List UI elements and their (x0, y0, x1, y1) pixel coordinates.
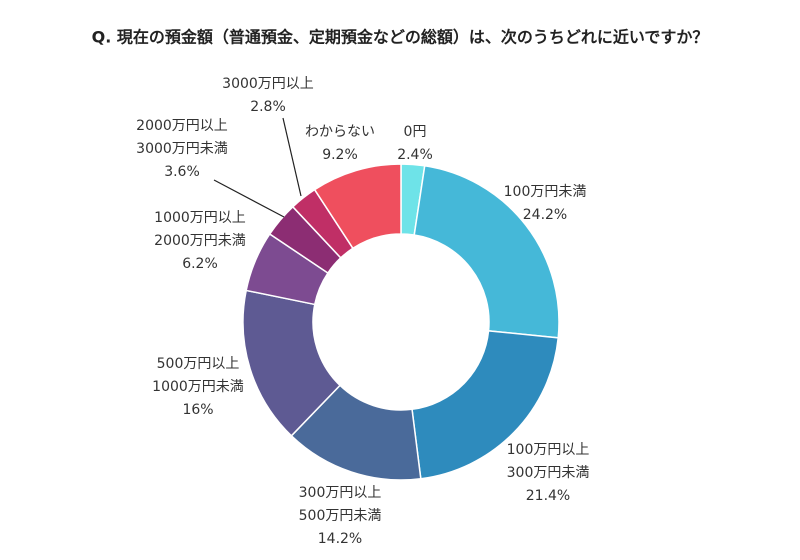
category-label: 100万円以上 (507, 442, 590, 458)
donut-slice (413, 164, 560, 339)
donut (242, 163, 560, 481)
value-label: 3.6% (164, 164, 200, 180)
value-label: 9.2% (322, 147, 358, 163)
category-label: 300万円未満 (507, 465, 590, 481)
category-label: 3000万円未満 (136, 141, 228, 157)
category-label: 1000万円未満 (152, 379, 244, 395)
value-label: 16% (182, 402, 213, 418)
category-label: 0円 (404, 124, 427, 140)
value-label: 24.2% (523, 207, 567, 223)
category-label: 300万円以上 (299, 485, 382, 501)
chart-title: Q. 現在の預金額（普通預金、定期預金などの総額）は、次のうちどれに近いですか？ (92, 28, 709, 47)
category-label: 500万円未満 (299, 508, 382, 524)
value-label: 6.2% (182, 256, 218, 272)
category-label: わからない (305, 124, 375, 140)
donut-slice (411, 330, 560, 480)
category-label: 2000万円未満 (154, 233, 246, 249)
leader-line (282, 117, 302, 197)
value-label: 14.2% (318, 531, 362, 547)
value-label: 2.8% (250, 99, 286, 115)
category-label: 1000万円以上 (154, 210, 246, 226)
value-label: 2.4% (397, 147, 433, 163)
category-label: 500万円以上 (157, 356, 240, 372)
category-label: 100万円未満 (504, 184, 587, 200)
category-label: 3000万円以上 (222, 76, 314, 92)
leader-line (213, 179, 285, 218)
category-label: 2000万円以上 (136, 118, 228, 134)
value-label: 21.4% (526, 488, 570, 504)
donut-slice (313, 163, 402, 250)
